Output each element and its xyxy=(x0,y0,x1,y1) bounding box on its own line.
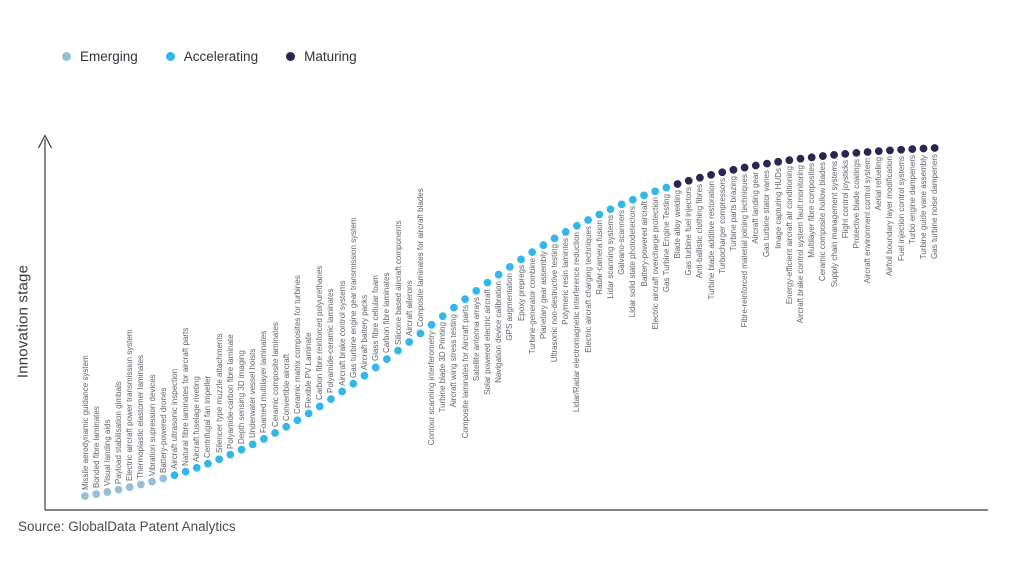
data-point xyxy=(113,484,124,495)
data-point xyxy=(303,408,314,419)
legend-item-accelerating: Accelerating xyxy=(165,49,259,64)
data-point xyxy=(762,158,772,169)
data-point xyxy=(605,204,616,214)
data-point xyxy=(281,422,291,432)
legend-label-maturing: Maturing xyxy=(304,49,357,64)
data-point xyxy=(717,167,727,177)
data-point xyxy=(426,320,437,330)
data-point xyxy=(270,428,280,438)
legend-label-emerging: Emerging xyxy=(80,49,138,64)
data-point xyxy=(158,473,168,484)
data-point xyxy=(415,328,426,339)
data-point xyxy=(348,379,359,389)
data-point xyxy=(102,487,113,497)
data-point xyxy=(561,227,571,237)
data-point xyxy=(147,476,157,487)
data-point xyxy=(661,182,672,193)
y-axis-arrowhead-icon xyxy=(37,134,53,149)
data-point xyxy=(214,454,224,465)
data-point xyxy=(516,254,526,265)
data-point xyxy=(549,233,560,244)
data-point xyxy=(795,154,806,164)
data-point xyxy=(929,143,940,153)
data-point xyxy=(751,160,761,171)
data-point xyxy=(784,155,795,165)
accelerating-dot-icon xyxy=(165,52,175,61)
data-point xyxy=(326,394,336,404)
data-point xyxy=(807,152,817,163)
data-point xyxy=(471,286,482,296)
data-point xyxy=(538,240,549,250)
data-point xyxy=(449,302,459,313)
data-point xyxy=(851,148,862,158)
data-point xyxy=(225,449,236,460)
emerging-dot-icon xyxy=(62,52,71,61)
data-point xyxy=(650,186,660,197)
data-point xyxy=(370,362,381,373)
data-point xyxy=(203,459,213,469)
legend: Emerging Accelerating Maturing xyxy=(62,49,357,64)
data-point xyxy=(616,199,627,210)
data-point xyxy=(918,143,929,154)
data-point xyxy=(315,401,325,412)
data-point xyxy=(404,337,414,347)
data-point xyxy=(583,215,593,225)
data-point xyxy=(247,439,258,450)
data-point xyxy=(169,470,180,480)
data-point xyxy=(505,262,515,272)
data-point xyxy=(382,354,392,364)
legend-item-emerging: Emerging xyxy=(62,49,138,64)
data-point xyxy=(862,147,873,157)
data-point xyxy=(482,277,493,288)
data-point xyxy=(639,190,649,201)
data-point xyxy=(594,209,604,220)
data-point xyxy=(874,146,884,156)
data-point xyxy=(337,386,347,397)
data-point xyxy=(80,491,90,501)
data-point xyxy=(292,415,303,425)
data-point xyxy=(393,345,403,356)
data-point xyxy=(259,434,269,444)
data-point xyxy=(628,195,638,205)
data-point xyxy=(840,149,850,159)
data-point xyxy=(527,247,537,257)
data-point xyxy=(460,294,470,304)
data-point xyxy=(572,221,582,231)
data-point xyxy=(236,444,247,455)
data-point xyxy=(728,165,739,175)
source-attribution: Source: GlobalData Patent Analytics xyxy=(18,519,236,534)
data-point xyxy=(739,162,750,173)
data-point xyxy=(91,489,101,499)
data-point xyxy=(885,145,895,156)
data-point xyxy=(192,463,202,473)
legend-item-maturing: Maturing xyxy=(286,49,357,64)
data-point xyxy=(773,157,783,167)
data-point xyxy=(695,173,705,183)
legend-label-accelerating: Accelerating xyxy=(183,49,259,64)
maturing-dot-icon xyxy=(286,52,296,61)
data-point xyxy=(438,311,448,321)
data-point xyxy=(829,150,839,160)
data-point xyxy=(125,482,135,492)
data-point xyxy=(136,479,146,490)
data-point xyxy=(896,145,906,155)
data-point xyxy=(818,151,828,161)
data-point xyxy=(684,176,694,186)
data-point xyxy=(672,179,683,189)
data-points-group xyxy=(80,143,940,501)
data-point xyxy=(706,170,716,180)
data-point xyxy=(493,269,504,280)
data-point xyxy=(907,144,918,154)
data-point xyxy=(180,466,191,477)
data-point xyxy=(359,370,370,381)
